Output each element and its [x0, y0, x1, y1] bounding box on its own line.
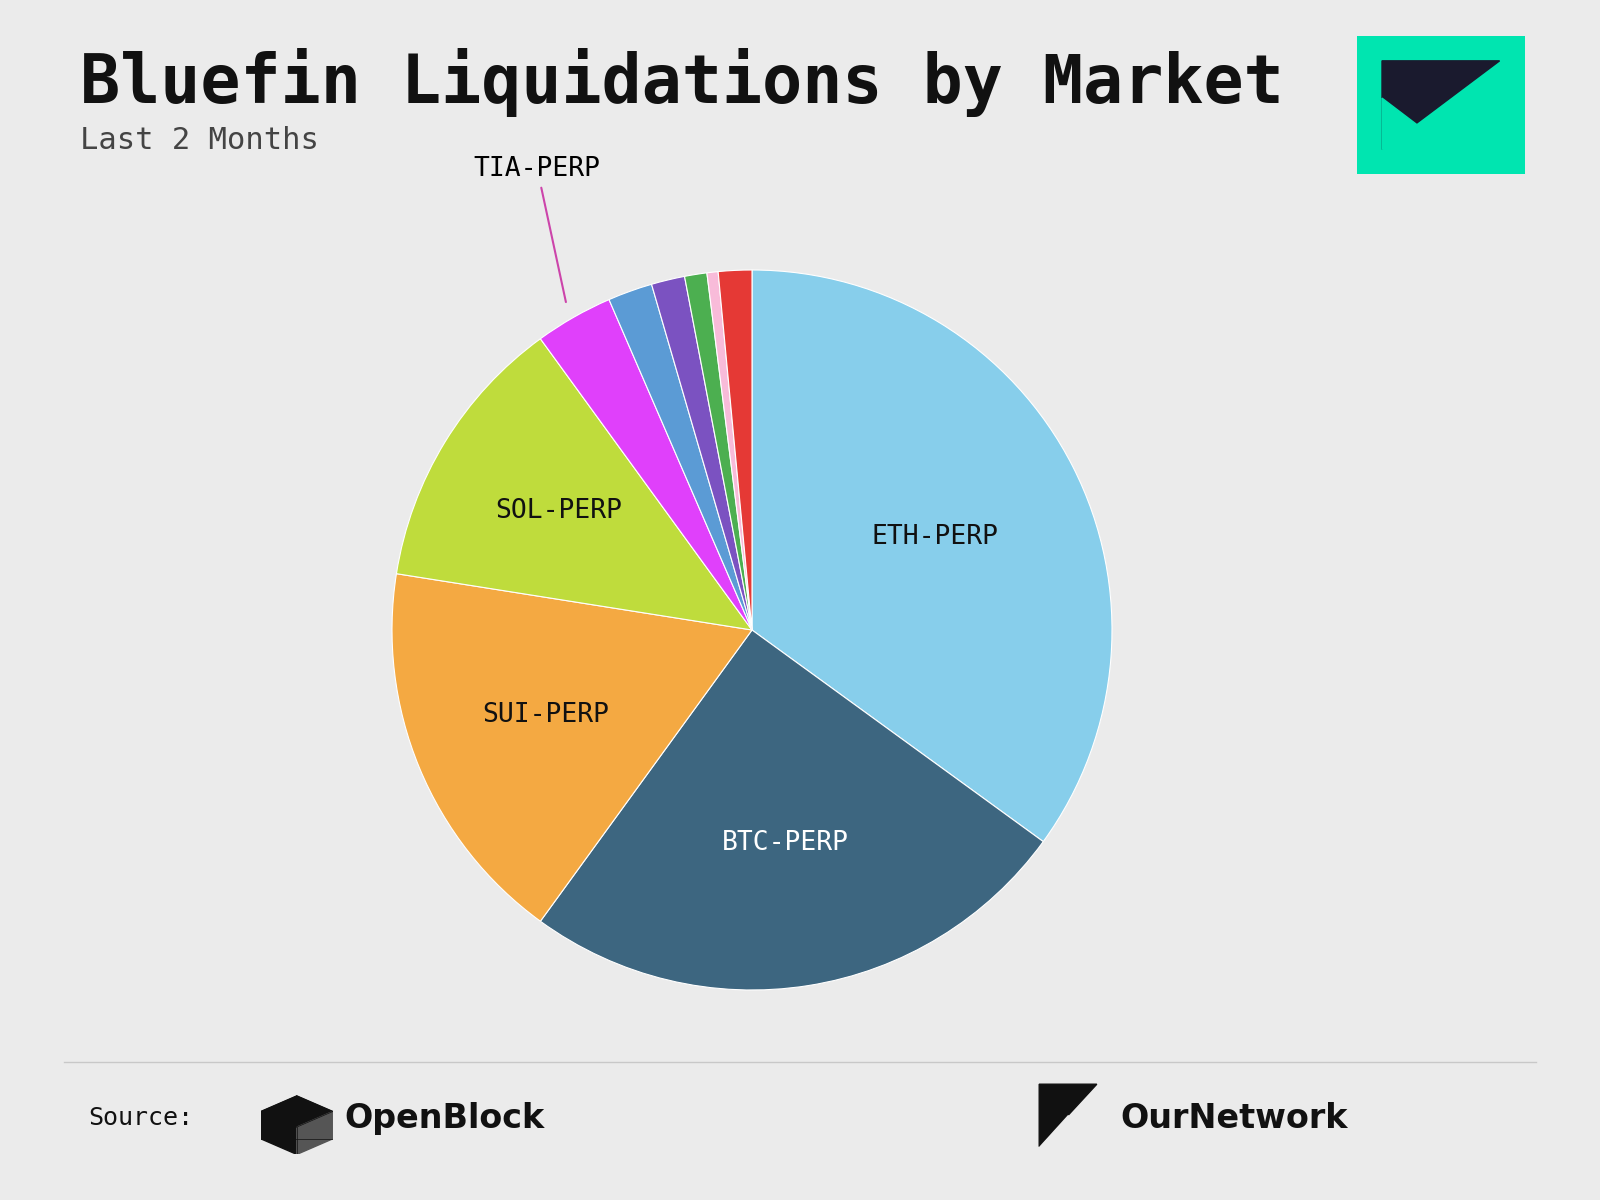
Wedge shape [718, 270, 752, 630]
Wedge shape [392, 574, 752, 922]
Text: TIA-PERP: TIA-PERP [474, 156, 602, 302]
Text: Bluefin Liquidations by Market: Bluefin Liquidations by Market [80, 48, 1283, 116]
Polygon shape [261, 1111, 298, 1154]
Wedge shape [651, 276, 752, 630]
Polygon shape [298, 1111, 333, 1154]
Wedge shape [397, 338, 752, 630]
Text: BTC-PERP: BTC-PERP [722, 830, 850, 857]
Wedge shape [541, 300, 752, 630]
Text: Source:: Source: [88, 1106, 194, 1130]
Wedge shape [707, 271, 752, 630]
Wedge shape [752, 270, 1112, 841]
Wedge shape [685, 272, 752, 630]
Wedge shape [541, 630, 1043, 990]
Polygon shape [1382, 98, 1450, 149]
Text: Last 2 Months: Last 2 Months [80, 126, 318, 155]
Wedge shape [610, 284, 752, 630]
Polygon shape [1382, 61, 1499, 149]
Text: SUI-PERP: SUI-PERP [482, 702, 610, 728]
FancyBboxPatch shape [1349, 29, 1533, 181]
Polygon shape [1040, 1085, 1098, 1147]
Text: SOL-PERP: SOL-PERP [494, 498, 622, 524]
Polygon shape [1040, 1116, 1069, 1147]
Text: OurNetwork: OurNetwork [1120, 1102, 1347, 1135]
Text: OpenBlock: OpenBlock [344, 1102, 544, 1135]
Polygon shape [261, 1096, 333, 1127]
Text: ETH-PERP: ETH-PERP [872, 524, 998, 550]
